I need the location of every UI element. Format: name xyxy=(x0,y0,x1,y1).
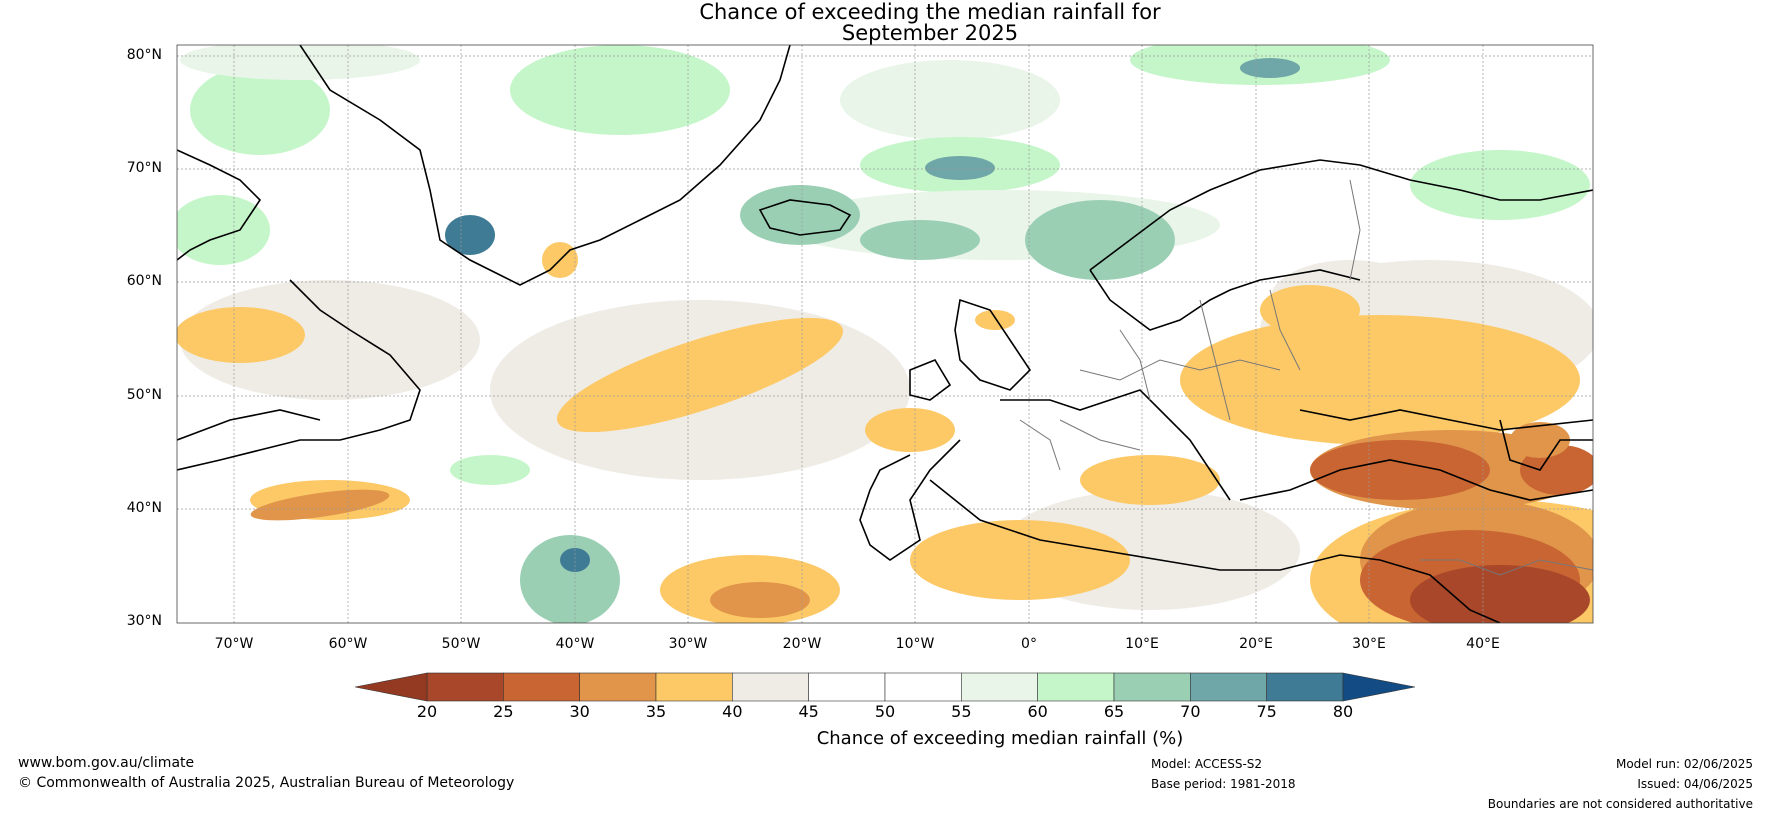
colorbar-tick-label: 55 xyxy=(951,702,972,721)
colorbar-tick-label: 65 xyxy=(1103,702,1125,721)
lon-label: 40°E xyxy=(1466,636,1500,652)
colorbar-tick-label: 75 xyxy=(1256,702,1277,721)
country-borders xyxy=(1019,179,1593,576)
colorbar-tick-label: 60 xyxy=(1027,702,1048,721)
lon-label: 70°W xyxy=(214,636,254,652)
colorbar-swatch xyxy=(1037,672,1115,702)
colorbar-swatch xyxy=(961,672,1038,702)
model-text: Model: ACCESS-S2 xyxy=(1151,757,1263,771)
graticule xyxy=(177,45,1593,623)
colorbar-tick-label: 30 xyxy=(569,702,590,721)
colorbar-swatch xyxy=(884,672,962,702)
lat-label: 40°N xyxy=(126,500,162,516)
colorbar-tick-label: 25 xyxy=(493,702,514,721)
colorbar-swatch xyxy=(1266,672,1344,702)
lat-label: 50°N xyxy=(126,387,162,403)
lon-label: 10°W xyxy=(895,636,935,652)
disclaimer-text: Boundaries are not considered authoritat… xyxy=(1487,797,1753,811)
lon-label: 30°E xyxy=(1352,636,1386,652)
colorbar-swatch xyxy=(503,672,580,702)
colorbar-label: Chance of exceeding median rainfall (%) xyxy=(816,728,1184,749)
copyright-text: © Commonwealth of Australia 2025, Austra… xyxy=(18,775,515,791)
colorbar-tick-label: 50 xyxy=(874,702,896,721)
model-run-text: Model run: 02/06/2025 xyxy=(1615,757,1753,771)
coastlines xyxy=(177,45,1593,623)
map-title-line-1: Chance of exceeding the median rainfall … xyxy=(699,0,1161,24)
lon-label: 10°E xyxy=(1125,636,1159,652)
colorbar-swatch xyxy=(1190,672,1267,702)
lon-label: 30°W xyxy=(668,636,708,652)
lon-label: 40°W xyxy=(555,636,595,652)
lon-label: 50°W xyxy=(441,636,481,652)
lon-label: 20°E xyxy=(1239,636,1273,652)
colorbar-tick-label: 80 xyxy=(1332,702,1354,721)
colorbar xyxy=(354,672,1416,702)
base-period-text: Base period: 1981-2018 xyxy=(1151,777,1296,791)
colorbar-swatch xyxy=(655,672,733,702)
lat-label: 30°N xyxy=(126,613,162,629)
rainfall-map xyxy=(176,44,1594,624)
lat-label: 80°N xyxy=(126,47,162,63)
colorbar-tick-label: 35 xyxy=(645,702,667,721)
colorbar-under-arrow xyxy=(354,672,428,702)
colorbar-tick-label: 40 xyxy=(722,702,743,721)
lon-label: 20°W xyxy=(782,636,822,652)
colorbar-swatch xyxy=(579,672,657,702)
lon-label: 60°W xyxy=(328,636,368,652)
colorbar-swatch xyxy=(426,672,504,702)
colorbar-tick-label: 20 xyxy=(416,702,438,721)
colorbar-tick-label: 45 xyxy=(798,702,819,721)
colorbar-swatch xyxy=(808,672,886,702)
rainfall-probability-shading xyxy=(177,45,1593,623)
lat-label: 60°N xyxy=(126,273,162,289)
website-text: www.bom.gov.au/climate xyxy=(18,755,195,771)
issued-text: Issued: 04/06/2025 xyxy=(1637,777,1753,791)
colorbar-swatch xyxy=(732,672,809,702)
map-title-line-2: September 2025 xyxy=(841,21,1019,45)
lon-label: 0° xyxy=(1021,636,1037,652)
lat-label: 70°N xyxy=(126,160,162,176)
map-frame xyxy=(176,44,1594,624)
colorbar-tick-label: 70 xyxy=(1180,702,1201,721)
colorbar-swatch xyxy=(1113,672,1191,702)
colorbar-over-arrow xyxy=(1342,672,1416,702)
